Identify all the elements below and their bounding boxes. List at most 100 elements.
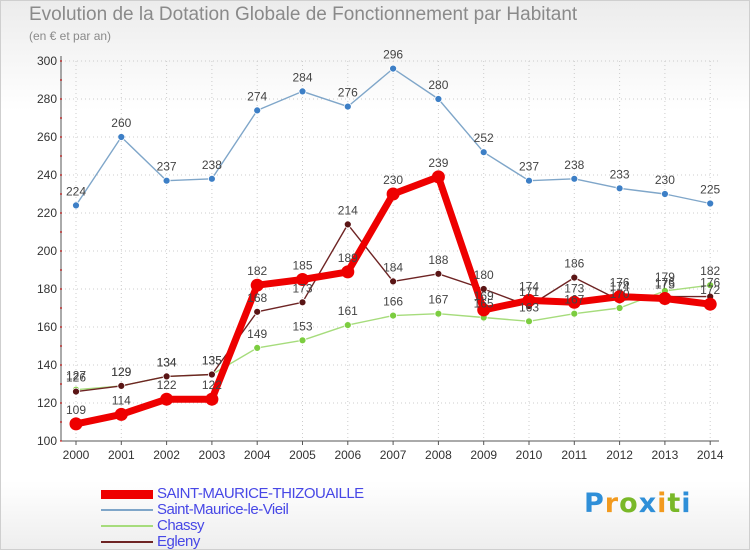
data-label-3: 109 (66, 403, 86, 417)
data-label-3: 169 (474, 289, 494, 303)
data-point-2 (343, 220, 352, 229)
data-label-0: 233 (610, 167, 630, 181)
data-label-1: 127 (66, 369, 86, 383)
data-label-0: 274 (247, 89, 267, 103)
data-point-2 (253, 307, 262, 316)
x-tick-label: 2010 (516, 448, 543, 462)
data-label-1: 179 (655, 270, 675, 284)
data-point-0 (479, 148, 488, 157)
x-tick-label: 2007 (380, 448, 407, 462)
legend-label-egleny: Egleny (157, 533, 200, 550)
data-point-3 (205, 392, 219, 406)
x-tick-label: 2005 (289, 448, 316, 462)
data-label-3: 182 (247, 264, 267, 278)
data-label-1: 129 (111, 365, 131, 379)
y-tick-label: 200 (37, 244, 57, 258)
data-label-1: 149 (247, 327, 267, 341)
data-label-2: 186 (564, 257, 584, 271)
data-point-1 (298, 336, 307, 345)
data-label-2: 168 (247, 291, 267, 305)
data-point-3 (567, 295, 581, 309)
data-point-3 (250, 278, 264, 292)
data-label-3: 173 (564, 281, 584, 295)
data-point-3 (114, 407, 128, 421)
data-label-2: 188 (428, 253, 448, 267)
x-tick-label: 2003 (199, 448, 226, 462)
data-point-0 (661, 190, 669, 198)
data-label-0: 276 (338, 86, 358, 100)
data-label-0: 224 (66, 184, 86, 198)
x-tick-label: 2011 (561, 448, 587, 462)
y-tick-label: 220 (37, 206, 57, 220)
data-label-3: 174 (519, 279, 539, 293)
data-label-2: 176 (655, 276, 675, 290)
data-point-3 (658, 292, 672, 305)
data-label-0: 237 (157, 160, 177, 174)
y-tick-label: 280 (37, 92, 57, 106)
y-tick-label: 260 (37, 130, 57, 144)
y-tick-label: 240 (37, 168, 57, 182)
data-point-0 (434, 95, 443, 103)
data-label-3: 230 (383, 173, 403, 187)
data-point-1 (570, 309, 579, 318)
data-point-3 (522, 293, 536, 307)
data-point-0 (570, 174, 579, 183)
data-point-0 (72, 201, 80, 210)
data-point-3 (431, 170, 445, 184)
data-point-1 (434, 309, 443, 318)
x-tick-label: 2006 (334, 448, 361, 462)
line-chart: 100 120 140 160 180 200 220 240 260 280 300 2000 200… (37, 48, 724, 462)
data-label-1: 165 (474, 297, 494, 311)
y-tick-label: 100 (37, 434, 57, 448)
data-point-0 (615, 184, 624, 193)
legend-label-saint-maurice-le-vieil: Saint-Maurice-le-Vieil (157, 501, 289, 518)
data-label-3: 189 (338, 251, 358, 265)
data-label-2: 126 (66, 371, 86, 385)
y-tick-label: 300 (37, 54, 57, 68)
data-point-2 (298, 298, 307, 307)
proxiti-logo: Proxiti (584, 488, 692, 519)
data-label-2: 171 (519, 285, 539, 299)
legend-swatch-chassy (101, 525, 153, 527)
data-label-3: 176 (610, 276, 630, 290)
data-point-2 (207, 370, 216, 379)
data-label-3: 172 (700, 283, 720, 297)
x-tick-label: 2000 (63, 448, 90, 462)
x-tick-label: 2002 (153, 448, 180, 462)
data-label-1: 167 (564, 293, 584, 307)
data-label-1: 170 (610, 287, 630, 301)
data-point-1 (343, 321, 352, 330)
data-label-2: 134 (157, 355, 177, 369)
data-label-2: 214 (338, 203, 358, 217)
data-point-3 (341, 265, 355, 279)
data-label-3: 185 (292, 259, 312, 273)
data-point-2 (72, 387, 80, 396)
data-label-3: 114 (112, 393, 131, 407)
data-label-3: 122 (157, 378, 177, 392)
data-label-2: 180 (474, 268, 494, 282)
data-point-3 (296, 273, 309, 286)
data-point-0 (117, 133, 126, 141)
y-tick-label: 120 (37, 396, 57, 410)
data-point-3 (386, 187, 400, 201)
data-point-2 (117, 381, 126, 390)
data-point-3 (477, 303, 491, 317)
data-label-0: 260 (111, 116, 131, 130)
data-point-1 (253, 343, 262, 352)
data-point-1 (706, 281, 715, 290)
data-point-0 (343, 102, 352, 111)
data-point-3 (613, 290, 627, 304)
x-tick-label: 2001 (108, 448, 135, 462)
data-label-3: 122 (202, 378, 222, 392)
data-point-1 (389, 311, 398, 320)
data-label-1: 166 (383, 295, 403, 309)
data-label-1: 134 (157, 355, 177, 369)
legend-label-chassy: Chassy (157, 517, 205, 534)
x-tick-label: 2008 (425, 448, 452, 462)
data-point-2 (434, 269, 443, 278)
data-label-1: 167 (428, 293, 448, 307)
data-point-2 (389, 277, 398, 286)
legend-swatch-saint-maurice-le-vieil (101, 509, 153, 511)
data-point-0 (389, 64, 398, 73)
x-tick-label: 2014 (697, 448, 724, 462)
